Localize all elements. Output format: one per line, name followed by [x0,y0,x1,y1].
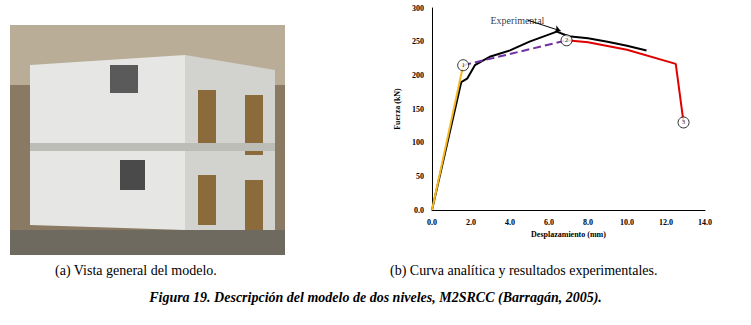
svg-text:100: 100 [412,138,424,147]
svg-text:Experimental: Experimental [491,15,545,26]
svg-text:1: 1 [461,61,465,69]
svg-text:6.0: 6.0 [544,218,554,227]
svg-text:3: 3 [682,118,686,126]
svg-text:150: 150 [412,105,424,114]
html-text:Figura 19. Descripción del mod: Figura 19. Descripción del modelo de dos… [149,290,602,305]
svg-text:Desplazamiento (mm): Desplazamiento (mm) [531,230,606,239]
svg-text:12.0: 12.0 [659,218,673,227]
svg-text:Fuerza (kN): Fuerza (kN) [393,88,402,130]
svg-text:0.0: 0.0 [427,218,437,227]
svg-text:200: 200 [412,71,424,80]
svg-text:10.0: 10.0 [620,218,634,227]
html-text:(a) Vista general del modelo.: (a) Vista general del modelo. [55,263,217,278]
svg-text:0.0: 0.0 [414,206,424,215]
svg-text:14.0: 14.0 [698,218,712,227]
svg-text:2.0: 2.0 [466,218,476,227]
html-text:(b) Curva analítica y resultad: (b) Curva analítica y resultados experim… [390,263,658,278]
svg-text:250: 250 [412,37,424,46]
svg-text:50: 50 [416,172,424,181]
svg-text:300: 300 [412,4,424,13]
svg-text:8.0: 8.0 [583,218,593,227]
svg-text:2: 2 [565,36,569,44]
svg-text:4.0: 4.0 [505,218,515,227]
